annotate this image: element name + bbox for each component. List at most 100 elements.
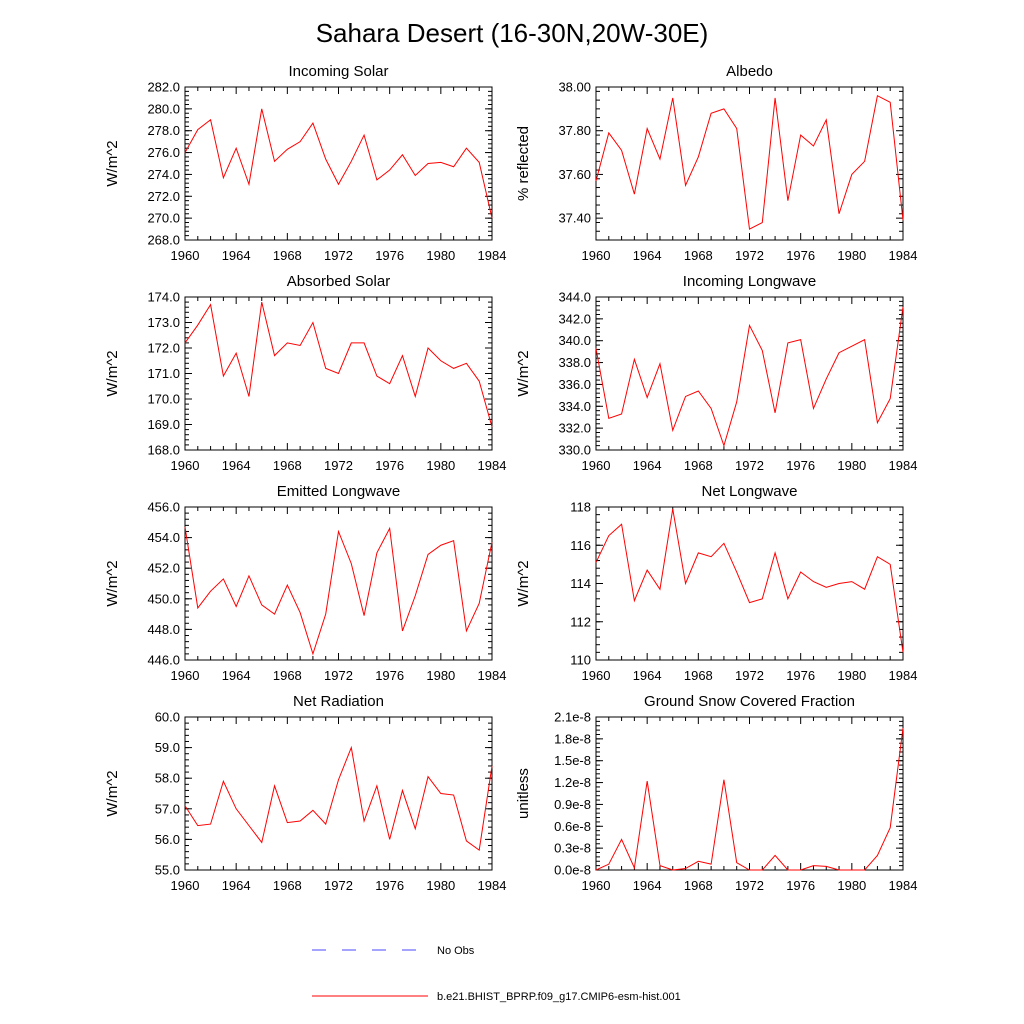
series-line [595,94,904,230]
y-tick-label: 340.0 [558,333,591,348]
y-axis-label: W/m^2 [104,560,121,606]
panel-title: Ground Snow Covered Fraction [644,693,855,710]
y-tick-label: 58.0 [155,771,180,786]
x-tick-label: 1976 [786,458,815,473]
x-tick-label: 1976 [786,878,815,893]
y-tick-label: 171.0 [147,366,180,381]
x-tick-label: 1968 [684,668,713,683]
y-tick-label: 57.0 [155,801,180,816]
panel-title: Incoming Solar [288,63,388,80]
y-tick-label: 280.0 [147,101,180,116]
chart-panel-6: Net Longwave W/m^2 1960 1964 1968 1972 1976 198… [515,483,917,683]
plot-frame [184,506,493,661]
chart-panel-4: Incoming Longwave W/m^2 1960 1964 1968 1972 19… [515,273,917,473]
y-axis-label: W/m^2 [515,560,532,606]
y-axis-label: % reflected [515,126,532,201]
y-tick-label: 0.3e-8 [554,841,591,856]
y-tick-label: 268.0 [147,233,180,248]
y-axis-label: W/m^2 [104,350,121,396]
series-line [595,727,904,871]
x-tick-label: 1964 [222,668,251,683]
panel-title: Emitted Longwave [277,483,400,500]
chart-panel-1: Incoming Solar W/m^2 1960 1964 1968 1972 1976 1… [104,63,506,263]
chart-panel-8: Ground Snow Covered Fraction unitless 1960… [515,693,917,893]
y-tick-label: 118 [570,500,591,515]
x-tick-label: 1980 [426,878,455,893]
x-tick-label: 1984 [478,248,507,263]
y-tick-label: 116 [570,538,591,553]
x-tick-label: 1960 [582,878,611,893]
x-tick-label: 1964 [633,248,662,263]
y-axis-label: W/m^2 [104,140,121,186]
y-tick-label: 332.0 [558,421,591,436]
x-tick-label: 1980 [426,668,455,683]
panel-title: Absorbed Solar [287,273,390,290]
figure-title: Sahara Desert (16-30N,20W-30E) [316,18,709,48]
series-line [595,306,904,448]
y-tick-label: 336.0 [558,377,591,392]
series-line [184,108,493,219]
x-tick-label: 1976 [375,248,404,263]
y-tick-label: 112 [570,614,591,629]
y-axis-label: unitless [515,768,532,819]
y-tick-label: 173.0 [147,315,180,330]
y-tick-label: 0.6e-8 [554,819,591,834]
y-axis-label: W/m^2 [515,350,532,396]
x-tick-label: 1964 [222,458,251,473]
y-tick-label: 2.1e-8 [554,710,591,725]
x-tick-label: 1960 [582,668,611,683]
y-tick-label: 169.0 [147,417,180,432]
x-tick-label: 1968 [273,878,302,893]
x-tick-label: 1968 [273,248,302,263]
y-tick-label: 1.2e-8 [554,775,591,790]
y-axis-label: W/m^2 [104,770,121,816]
panel-title: Net Radiation [293,693,384,710]
y-tick-label: 172.0 [147,341,180,356]
x-tick-label: 1984 [889,458,918,473]
y-tick-label: 276.0 [147,145,180,160]
x-tick-label: 1980 [837,248,866,263]
y-tick-label: 37.80 [558,123,591,138]
series-line [184,301,493,428]
x-tick-label: 1972 [324,668,353,683]
x-tick-label: 1976 [786,248,815,263]
y-tick-label: 60.0 [155,710,180,725]
x-tick-label: 1972 [735,458,764,473]
plot-frame [595,86,904,241]
y-tick-label: 338.0 [558,355,591,370]
x-tick-label: 1972 [324,878,353,893]
x-tick-label: 1972 [324,248,353,263]
y-tick-label: 272.0 [147,189,180,204]
x-tick-label: 1968 [273,458,302,473]
y-tick-label: 0.9e-8 [554,797,591,812]
y-tick-label: 330.0 [558,443,591,458]
y-tick-label: 452.0 [147,561,180,576]
y-tick-label: 446.0 [147,653,180,668]
plot-frame [595,296,904,451]
x-tick-label: 1984 [478,668,507,683]
y-tick-label: 168.0 [147,443,180,458]
y-tick-label: 56.0 [155,832,180,847]
legend-label-no-obs: No Obs [437,945,475,957]
y-tick-label: 1.8e-8 [554,731,591,746]
x-tick-label: 1960 [171,458,200,473]
x-tick-label: 1960 [582,458,611,473]
chart-panel-2: Albedo % reflected 1960 1964 1968 1972 1976 198… [515,63,917,263]
x-tick-label: 1972 [735,668,764,683]
x-tick-label: 1972 [735,878,764,893]
x-tick-label: 1984 [478,458,507,473]
x-tick-label: 1984 [889,668,918,683]
y-tick-label: 174.0 [147,290,180,305]
chart-panel-5: Emitted Longwave W/m^2 1960 1964 1968 1972 197… [104,483,506,683]
x-tick-label: 1976 [375,668,404,683]
chart-panel-7: Net Radiation W/m^2 1960 1964 1968 1972 1976 19… [104,693,506,893]
y-tick-label: 274.0 [147,167,180,182]
y-tick-label: 278.0 [147,123,180,138]
y-tick-label: 344.0 [558,290,591,305]
y-tick-label: 270.0 [147,211,180,226]
y-tick-label: 110 [570,653,591,668]
y-tick-label: 38.00 [558,80,591,95]
y-tick-label: 454.0 [147,530,180,545]
plot-frame [184,716,493,871]
